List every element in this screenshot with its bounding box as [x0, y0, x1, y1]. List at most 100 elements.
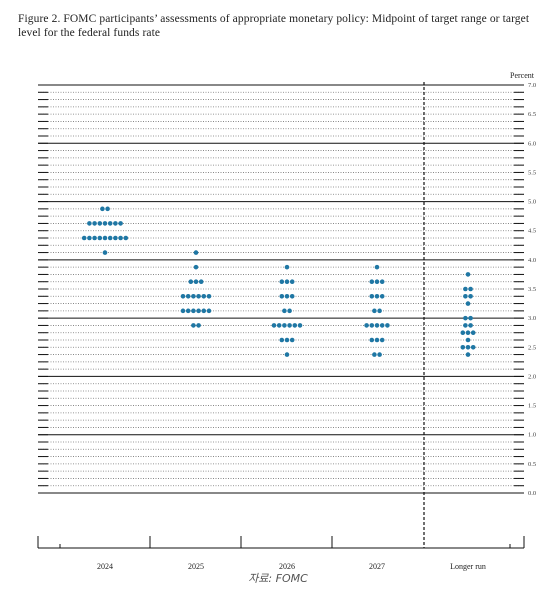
y-tick-label: 0.0: [528, 490, 536, 497]
dot-longer-run: [465, 272, 471, 277]
dot-2024: [102, 221, 108, 226]
x-tick-label: Longer run: [450, 562, 486, 571]
dot-longer-run: [465, 344, 471, 350]
dot-2025: [198, 279, 204, 285]
y-tick-label: 5.0: [528, 199, 536, 206]
dot-2027: [379, 279, 385, 285]
dot-2024: [102, 250, 108, 255]
dot-2026: [284, 352, 290, 357]
dot-2025: [196, 293, 201, 299]
dot-longer-run: [470, 330, 476, 336]
y-tick-label: 2.0: [528, 373, 536, 380]
dot-2027: [379, 293, 385, 299]
dot-longer-run: [460, 330, 466, 336]
dot-2024: [123, 235, 129, 241]
dot-2025: [185, 293, 191, 299]
dot-longer-run: [468, 286, 473, 292]
dot-2027: [364, 323, 369, 328]
y-tick-label: 7.0: [528, 82, 536, 89]
dot-longer-run: [463, 315, 468, 321]
source-note: 자료: FOMC: [248, 572, 308, 585]
dot-2027: [369, 323, 375, 328]
dot-2024: [87, 235, 92, 241]
y-tick-label: 5.5: [528, 169, 536, 176]
dot-2027: [369, 293, 375, 299]
dot-2024: [92, 235, 97, 241]
dot-2027: [374, 279, 380, 285]
dot-2025: [188, 279, 194, 285]
dot-2025: [196, 308, 201, 314]
dot-longer-run: [463, 323, 468, 328]
dot-2025: [180, 308, 186, 314]
dot-2025: [193, 250, 199, 255]
dot-2026: [279, 279, 285, 285]
dot-2024: [100, 206, 105, 212]
dot-longer-run: [460, 344, 466, 350]
dot-2025: [196, 323, 201, 328]
dot-2025: [193, 279, 199, 285]
figure-title: Figure 2. FOMC participants’ assessments…: [18, 13, 530, 39]
y-tick-label: 3.5: [528, 286, 536, 293]
dot-2025: [201, 308, 207, 314]
dot-2025: [206, 293, 212, 299]
dot-2027: [374, 264, 380, 270]
dot-2024: [113, 221, 118, 226]
x-tick-label: 2027: [369, 562, 385, 571]
dot-2027: [369, 337, 375, 343]
dot-2024: [97, 235, 103, 241]
dot-2026: [284, 279, 290, 285]
y-tick-label: 6.0: [528, 140, 536, 147]
dot-2025: [193, 264, 199, 270]
dot-longer-run: [465, 330, 471, 336]
dot-2025: [185, 308, 191, 314]
dot-2026: [292, 323, 298, 328]
dot-2027: [372, 308, 377, 314]
y-tick-label: 4.0: [528, 257, 536, 264]
dot-2026: [287, 308, 292, 314]
dot-2026: [271, 323, 277, 328]
dot-2025: [206, 308, 212, 314]
dot-2025: [201, 293, 207, 299]
dot-2024: [118, 221, 123, 226]
dot-2026: [282, 308, 287, 314]
dot-2024: [97, 221, 103, 226]
dot-longer-run: [465, 352, 471, 357]
dot-2024: [107, 235, 113, 241]
dot-2027: [374, 337, 380, 343]
dot-2025: [180, 293, 186, 299]
y-tick-label: 0.5: [528, 461, 536, 468]
y-tick-label: 1.0: [528, 432, 536, 439]
x-tick-label: 2025: [188, 562, 204, 571]
dot-2024: [105, 206, 110, 212]
dot-2027: [374, 323, 380, 328]
dot-2024: [87, 221, 92, 226]
dot-2026: [276, 323, 282, 328]
dot-2026: [289, 293, 295, 299]
dot-2026: [279, 337, 285, 343]
y-tick-label: 4.5: [528, 228, 536, 235]
dot-2026: [284, 337, 290, 343]
dot-longer-run: [465, 301, 471, 306]
dot-2027: [379, 323, 385, 328]
dot-2026: [287, 323, 292, 328]
dot-2025: [191, 293, 196, 299]
dot-2025: [191, 308, 196, 314]
dot-2027: [372, 352, 377, 357]
dot-longer-run: [468, 315, 473, 321]
dot-longer-run: [468, 323, 473, 328]
dot-longer-run: [463, 286, 468, 292]
dot-2027: [385, 323, 390, 328]
dot-2027: [369, 279, 375, 285]
y-tick-label: 1.5: [528, 403, 536, 410]
dot-2024: [92, 221, 97, 226]
dot-2024: [102, 235, 108, 241]
dot-2027: [379, 337, 385, 343]
dot-2026: [284, 293, 290, 299]
dot-longer-run: [468, 293, 473, 299]
dot-2027: [377, 308, 382, 314]
dot-longer-run: [465, 337, 471, 343]
dot-longer-run: [470, 344, 476, 350]
dot-2024: [107, 221, 113, 226]
y-tick-label: 2.5: [528, 344, 536, 351]
dot-2025: [191, 323, 196, 328]
